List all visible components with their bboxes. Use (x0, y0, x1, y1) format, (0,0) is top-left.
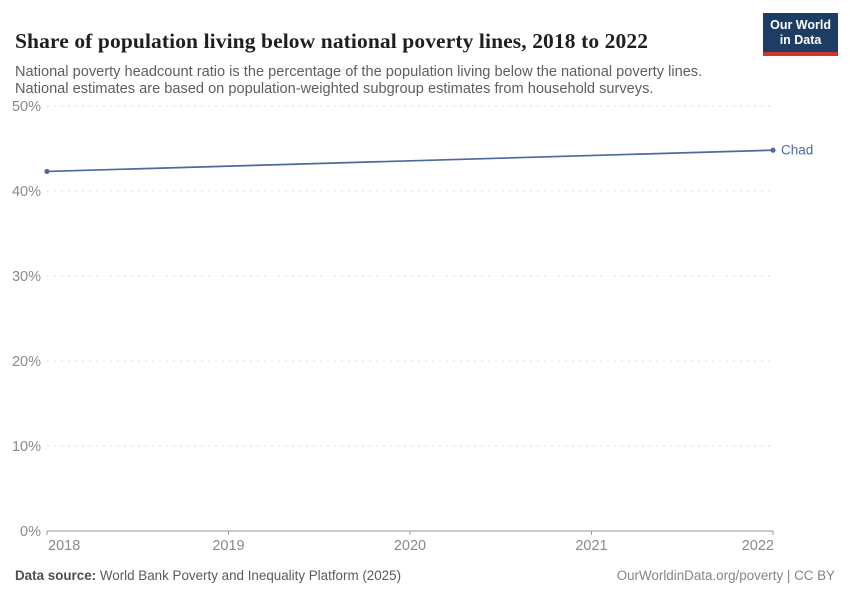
x-tick-label-2020: 2020 (394, 538, 426, 554)
data-source-label: Data source: (15, 568, 97, 583)
series-line-chad[interactable] (46, 149, 774, 173)
y-tick-label-40: 40% (12, 184, 41, 200)
data-source: Data source: World Bank Poverty and Ineq… (15, 568, 401, 583)
x-tick-label-2022: 2022 (742, 538, 774, 554)
chart-subtitle: National poverty headcount ratio is the … (15, 64, 785, 99)
chart-subtitle-line2: National estimates are based on populati… (15, 81, 654, 98)
attribution-link[interactable]: OurWorldinData.org/poverty | CC BY (616, 568, 835, 583)
x-tick-label-2018: 2018 (48, 538, 80, 554)
data-source-text: World Bank Poverty and Inequality Platfo… (96, 568, 402, 583)
y-tick-label-10: 10% (12, 439, 41, 455)
owid-logo[interactable]: Our World in Data (763, 13, 838, 56)
y-tick-label-50: 50% (12, 99, 41, 115)
data-point-chad-2022[interactable] (770, 147, 776, 153)
y-tick-label-20: 20% (12, 354, 41, 370)
x-tick-label-2021: 2021 (575, 538, 607, 554)
y-tick-label-30: 30% (12, 269, 41, 285)
chart-title: Share of population living below nationa… (15, 29, 649, 54)
owid-logo-line1: Our World (770, 18, 831, 32)
y-tick-label-0: 0% (20, 524, 41, 540)
owid-logo-line2: in Data (779, 32, 822, 47)
data-point-chad-2018[interactable] (44, 168, 50, 175)
chart-subtitle-line1: National poverty headcount ratio is the … (15, 63, 703, 80)
series-end-label-chad[interactable]: Chad (781, 143, 813, 158)
x-tick-label-2019: 2019 (212, 538, 244, 554)
chart-footer: Data source: World Bank Poverty and Ineq… (15, 568, 835, 583)
